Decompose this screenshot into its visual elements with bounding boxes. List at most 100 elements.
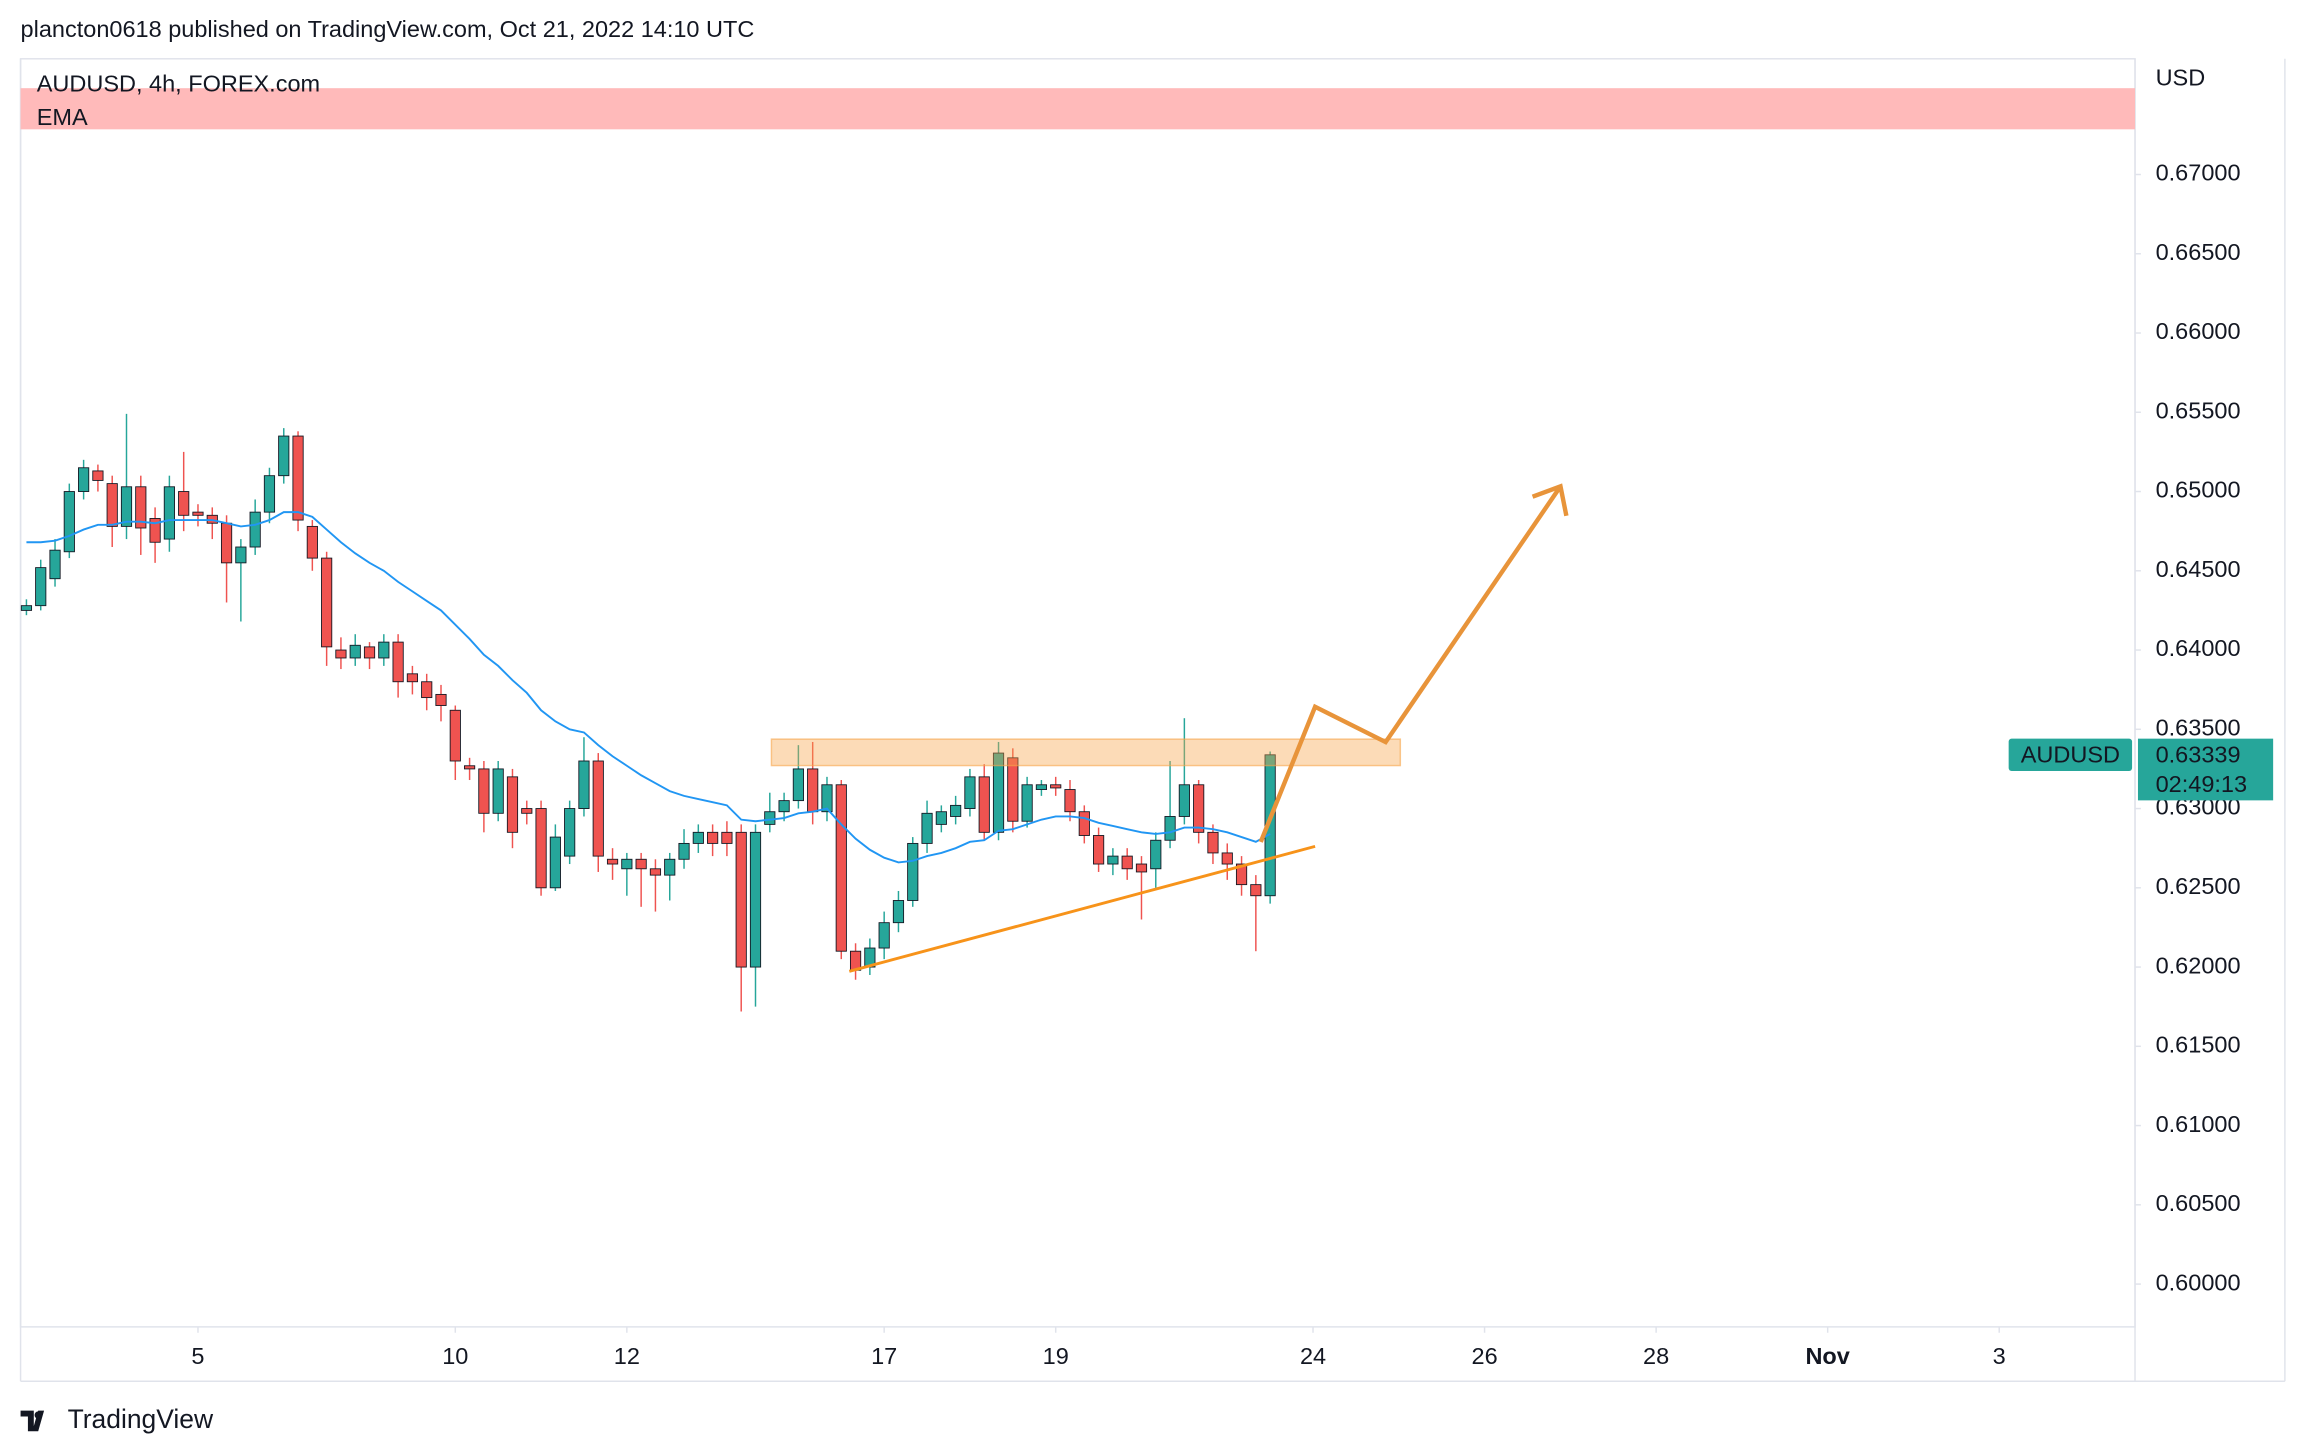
symbol-legend: AUDUSD, 4h, FOREX.com	[37, 70, 320, 96]
candle-body	[935, 811, 947, 825]
candle-body	[464, 765, 476, 770]
candle-body	[1035, 784, 1048, 790]
projection-arrow	[1258, 485, 1563, 843]
y-tick-label: 0.66500	[2156, 239, 2241, 265]
candle-body	[764, 811, 776, 825]
candle-body	[578, 760, 590, 809]
price-tag-countdown: 02:49:13	[2156, 771, 2247, 797]
candle-body	[950, 804, 962, 817]
candle-body	[492, 768, 504, 814]
candle-body	[421, 681, 433, 699]
footer-brand: TradingView	[68, 1404, 214, 1434]
resistance-zone	[770, 738, 1402, 767]
highlight-band	[20, 88, 2136, 130]
candle-body	[235, 546, 247, 564]
candle-body	[1207, 831, 1219, 854]
candle-body	[649, 868, 662, 876]
candle-body	[263, 475, 276, 513]
logo-dot	[34, 1411, 42, 1419]
publisher-header: plancton0618 published on TradingView.co…	[21, 16, 755, 42]
currency-label: USD	[2156, 65, 2206, 91]
candle-body	[1164, 816, 1176, 841]
candle-body	[907, 842, 919, 901]
candle-body	[721, 831, 733, 844]
candle-body	[792, 768, 804, 802]
x-tick-label: 12	[614, 1343, 640, 1369]
candle-body	[106, 483, 118, 527]
candle-body	[135, 486, 147, 529]
candle-body	[1135, 863, 1148, 873]
candle-body	[335, 649, 347, 659]
x-tick-label: 26	[1472, 1343, 1498, 1369]
candle-body	[835, 784, 847, 952]
candle-body	[20, 605, 33, 611]
y-tick-label: 0.61000	[2156, 1111, 2241, 1137]
candle-body	[807, 768, 819, 813]
candle-body	[149, 518, 161, 543]
candle-body	[49, 549, 61, 580]
x-tick-label: 17	[871, 1343, 897, 1369]
x-tick-label: 28	[1643, 1343, 1669, 1369]
y-tick-label: 0.65500	[2156, 397, 2241, 423]
candle-body	[549, 836, 561, 889]
candle-body	[1050, 784, 1062, 789]
candle-body	[606, 858, 619, 865]
y-tick-label: 0.67000	[2156, 160, 2241, 186]
candle-body	[1007, 757, 1019, 822]
x-tick-label: 3	[1993, 1343, 2006, 1369]
candle-body	[1221, 852, 1233, 865]
plot-area	[19, 58, 2136, 1328]
candle-body	[35, 567, 47, 607]
y-tick-label: 0.65000	[2156, 477, 2241, 503]
candle-body	[220, 522, 233, 564]
candle-body	[120, 486, 133, 527]
candle-body	[506, 776, 519, 833]
y-tick-label: 0.63500	[2156, 714, 2241, 740]
x-tick-label: 19	[1043, 1343, 1069, 1369]
price-tag-box	[2137, 738, 2274, 801]
candle-body	[692, 831, 704, 844]
candle-body	[621, 858, 633, 870]
candle-body	[392, 641, 404, 683]
trend-line	[848, 844, 1316, 973]
candle-body	[435, 693, 447, 706]
y-tick-label: 0.66000	[2156, 318, 2241, 344]
candle-body	[664, 858, 676, 876]
candle-body	[178, 491, 190, 516]
price-tag-name-box	[2008, 738, 2133, 771]
candle-body	[978, 776, 990, 833]
candle-body	[292, 435, 304, 521]
candle-body	[406, 673, 418, 683]
candle-body	[878, 922, 890, 949]
candle-body	[1250, 884, 1262, 897]
candle-body	[1078, 811, 1090, 836]
candle-body	[478, 768, 490, 814]
arrow-head	[1531, 483, 1569, 517]
candle-body	[821, 784, 833, 813]
x-tick-label: 24	[1300, 1343, 1326, 1369]
indicator-legend: EMA	[37, 104, 88, 130]
y-tick-label: 0.64000	[2156, 635, 2241, 661]
y-tick-label: 0.64500	[2156, 556, 2241, 582]
y-tick-label: 0.60000	[2156, 1269, 2241, 1295]
candle-body	[1121, 855, 1133, 870]
y-tick-label: 0.62000	[2156, 952, 2241, 978]
price-tag-value: 0.63339	[2156, 741, 2241, 767]
candle-body	[735, 831, 747, 968]
candle-body	[921, 812, 933, 844]
series: 0.60000 0.60500 0.61000 0.61500 0.62000 0.625…	[20, 160, 2241, 1369]
candle-body	[78, 467, 90, 492]
candle-body	[163, 486, 175, 540]
candle-body	[278, 435, 290, 477]
candle-body	[306, 525, 318, 559]
candle-body	[1150, 839, 1162, 870]
candle-body	[521, 808, 533, 814]
candle-body	[535, 808, 547, 889]
candle-body	[1021, 784, 1033, 822]
candle-body	[964, 776, 976, 809]
candle-body	[892, 900, 905, 924]
candle-body	[249, 511, 261, 548]
candle-body	[321, 557, 333, 648]
